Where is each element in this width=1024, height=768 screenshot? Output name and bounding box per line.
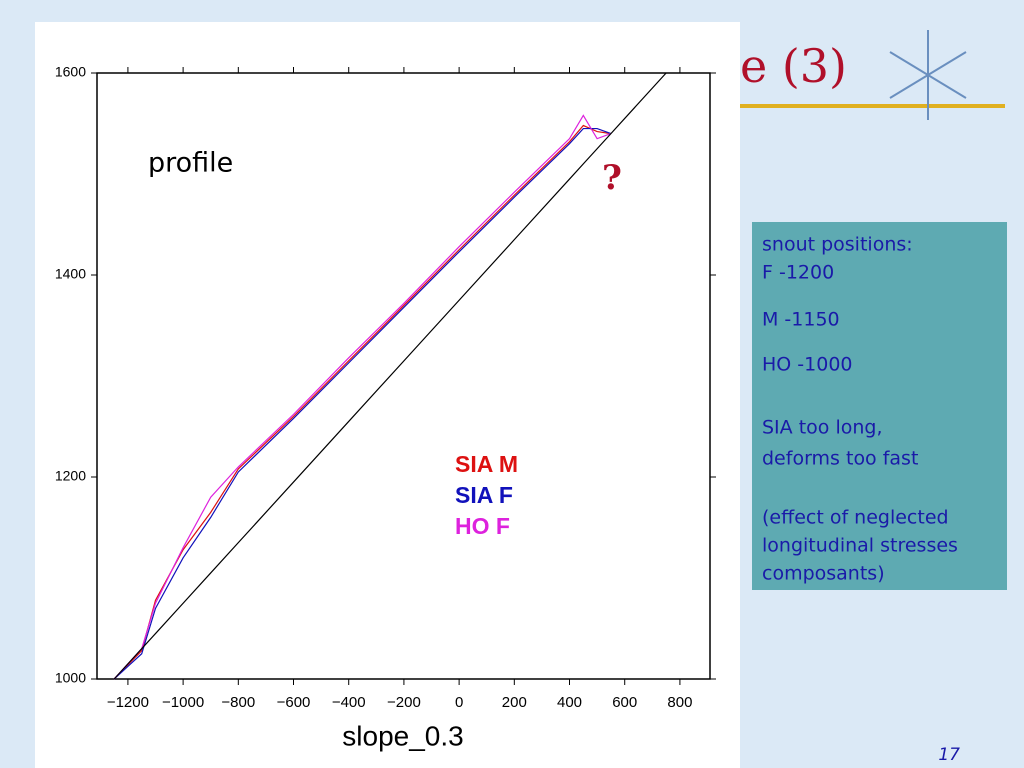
text-box-line: SIA too long, [762, 417, 883, 439]
text-box-content: snout positions: F -1200 M -1150 HO -1000 SI… [762, 234, 958, 585]
question-mark: ? [602, 158, 622, 198]
x-tick-label: −200 [387, 694, 421, 711]
chart-panel [35, 22, 740, 768]
y-tick-label: 1200 [55, 468, 86, 484]
legend-entry: SIA F [455, 482, 513, 508]
page-number: 17 [938, 745, 960, 765]
series-line [113, 114, 612, 680]
x-tick-label: 600 [612, 694, 637, 711]
series-line [113, 127, 612, 680]
x-tick-label: 400 [557, 694, 582, 711]
y-tick-label: 1600 [55, 64, 86, 80]
text-box-line: F -1200 [762, 262, 834, 284]
text-box [752, 222, 1007, 590]
x-tick-label: 200 [502, 694, 527, 711]
x-tick-label: −600 [277, 694, 311, 711]
annotation: profile [148, 148, 233, 179]
series-line [113, 72, 667, 680]
plot: −1200 −1000 −800 −600 −400 −200 0 200 400 600 800 1… [55, 64, 716, 751]
legend-entry: HO F [455, 513, 510, 539]
x-tick-label: −1000 [162, 694, 204, 711]
text-box-line: M -1150 [762, 309, 840, 331]
text-box-line: HO -1000 [762, 354, 853, 376]
y-tick-label: 1000 [55, 670, 86, 686]
x-axis-label: slope_0.3 [342, 720, 463, 751]
text-box-line: (effect of neglected [762, 507, 949, 529]
snowflake [889, 30, 967, 120]
text-box-line: composants) [762, 563, 885, 585]
x-tick-label: 0 [455, 694, 463, 711]
x-tick-label: 800 [667, 694, 692, 711]
x-tick-label: −400 [332, 694, 366, 711]
text-box-line: snout positions: [762, 234, 913, 256]
y-tick-label: 1400 [55, 266, 86, 282]
text-box-line: deforms too fast [762, 448, 918, 470]
text-box-line: longitudinal stresses [762, 535, 958, 557]
legend-entry: SIA M [455, 451, 518, 477]
x-tick-label: −800 [221, 694, 255, 711]
x-tick-label: −1200 [107, 694, 149, 711]
